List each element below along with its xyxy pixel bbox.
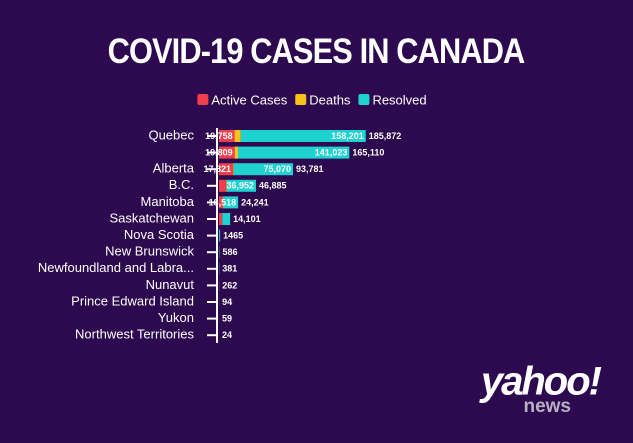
total-label: 24,241	[241, 197, 269, 207]
legend-label: Resolved	[372, 92, 426, 107]
value-label: 17,821	[204, 164, 232, 174]
value-label: 158,201	[331, 131, 364, 141]
y-tick-label: Nova Scotia	[124, 227, 195, 242]
total-label: 262	[222, 280, 237, 290]
y-tick-label: Saskatchewan	[109, 210, 194, 225]
total-label: 586	[222, 247, 237, 257]
value-label: 141,023	[315, 147, 348, 157]
value-label: 75,070	[264, 164, 292, 174]
total-label: 1465	[223, 230, 243, 240]
y-tick-label: Newfoundland and Labra...	[38, 260, 194, 275]
value-label: 19,758	[205, 131, 233, 141]
y-tick-label: Quebec	[148, 127, 194, 142]
legend-label: Deaths	[309, 92, 351, 107]
bar-segment	[219, 230, 220, 242]
value-label: 36,952	[226, 181, 254, 191]
brand-sub: news	[523, 396, 571, 417]
legend-swatch	[197, 94, 208, 105]
y-tick-label: Prince Edward Island	[71, 293, 194, 308]
value-label: 18,518	[209, 197, 237, 207]
y-tick-label: Northwest Territories	[75, 327, 194, 342]
y-tick-label: Alberta	[153, 161, 195, 176]
y-tick-label: B.C.	[169, 177, 194, 192]
legend-label: Active Cases	[211, 92, 287, 107]
y-tick-label: Nunavut	[146, 277, 195, 292]
total-label: 381	[222, 264, 237, 274]
total-label: 185,872	[369, 131, 402, 141]
y-tick-label: Manitoba	[141, 194, 195, 209]
bar-segment	[233, 163, 234, 175]
y-tick-label: Yukon	[158, 310, 194, 325]
y-tick-label: New Brunswick	[105, 244, 194, 259]
total-label: 93,781	[296, 164, 324, 174]
total-label: 59	[222, 313, 232, 323]
total-label: 94	[222, 297, 232, 307]
total-label: 14,101	[233, 214, 261, 224]
bar-segment	[219, 180, 226, 192]
total-label: 46,885	[259, 181, 287, 191]
value-label: 19,809	[205, 147, 233, 157]
bar-segment	[222, 213, 230, 225]
bar-segment	[219, 213, 222, 225]
chart-title: COVID-19 CASES IN CANADA	[108, 31, 525, 70]
legend-swatch	[358, 94, 369, 105]
total-label: 24	[222, 330, 232, 340]
bar-segment	[235, 130, 241, 142]
bar-segment	[235, 147, 238, 159]
total-label: 165,110	[352, 147, 384, 157]
legend-swatch	[295, 94, 306, 105]
